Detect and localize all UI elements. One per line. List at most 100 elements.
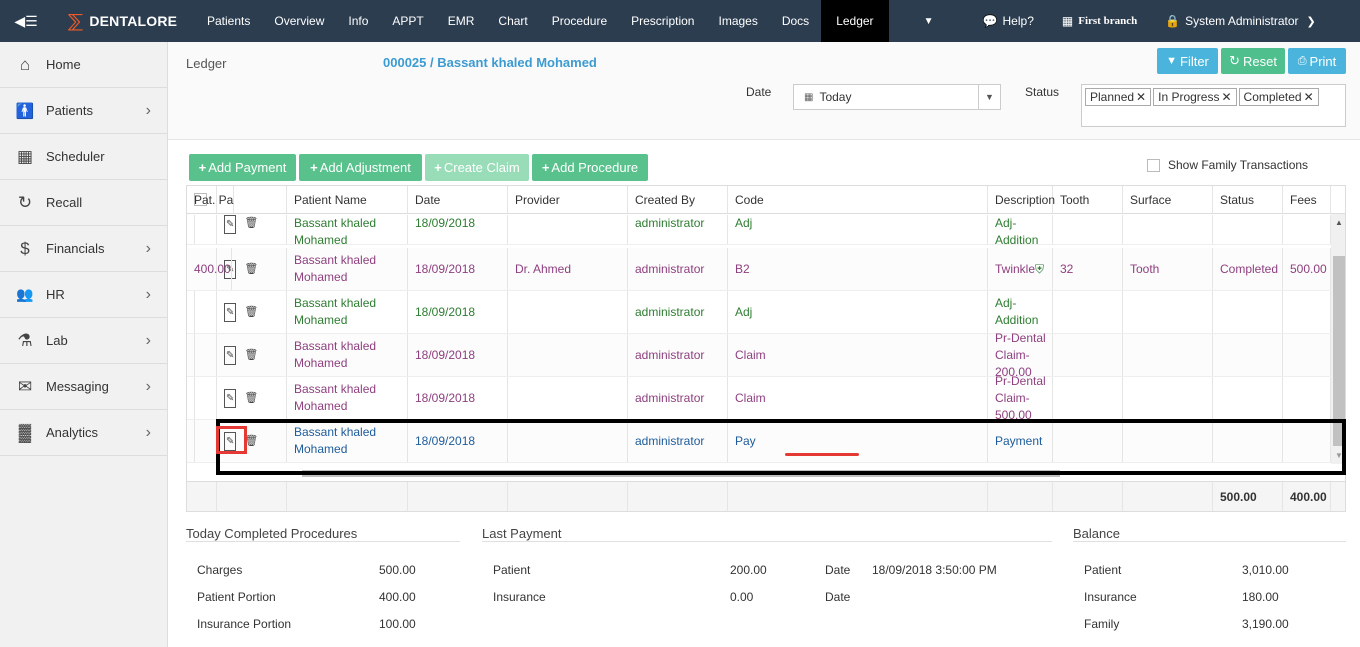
- scroll-down-icon[interactable]: ▼: [1335, 451, 1343, 460]
- description-value[interactable]: Payment: [995, 433, 1043, 448]
- column-header[interactable]: Surface: [1123, 186, 1213, 213]
- edit-icon[interactable]: ✎: [224, 215, 237, 234]
- sidebar-item-scheduler[interactable]: ▦ Scheduler: [0, 134, 167, 180]
- print-button[interactable]: ⎙ Print: [1288, 48, 1346, 74]
- patient-name-line2[interactable]: Mohamed: [294, 270, 348, 284]
- add-procedure-button[interactable]: + Add Procedure: [532, 154, 648, 181]
- date-select[interactable]: ▦ Today ▼: [793, 84, 1001, 110]
- patient-name-line1[interactable]: Bassant khaled: [294, 339, 377, 353]
- help-link[interactable]: 💬 Help?: [969, 0, 1048, 42]
- tab-info[interactable]: Info: [348, 14, 369, 28]
- status-chip-in-progress: In Progress ✕: [1153, 88, 1237, 106]
- menu-toggle-icon[interactable]: ◀☰: [14, 12, 38, 29]
- close-icon[interactable]: ✕: [1136, 90, 1147, 104]
- patient-name-line1[interactable]: Bassant khaled: [294, 216, 377, 230]
- column-header[interactable]: Date: [408, 186, 508, 213]
- column-header[interactable]: Status: [1213, 186, 1283, 213]
- patient-name-line2[interactable]: Mohamed: [294, 356, 348, 370]
- column-header[interactable]: Fees: [1283, 186, 1331, 213]
- tab-procedure[interactable]: Procedure: [551, 14, 608, 28]
- patient-name-line1[interactable]: Bassant khaled: [294, 382, 377, 396]
- patient-name-line1[interactable]: Bassant khaled: [294, 425, 377, 439]
- table-row[interactable]: ✎ 🗑 Bassant khaled Mohamed 18/09/2018 adminis…: [187, 420, 1331, 463]
- select-all-checkbox[interactable]: [194, 193, 207, 206]
- column-header[interactable]: Tooth: [1053, 186, 1123, 213]
- tab-images[interactable]: Images: [718, 14, 758, 28]
- sidebar-item-home[interactable]: ⌂ Home: [0, 42, 167, 88]
- close-icon[interactable]: ✕: [1303, 90, 1314, 104]
- edit-icon[interactable]: ✎: [224, 431, 237, 451]
- scroll-up-icon[interactable]: ▲: [1335, 218, 1343, 227]
- trash-icon[interactable]: 🗑: [244, 217, 259, 229]
- summary-label: Patient Portion: [197, 590, 276, 604]
- patient-link[interactable]: 000025 / Bassant khaled Mohamed: [383, 55, 597, 70]
- column-header[interactable]: Provider: [508, 186, 628, 213]
- row-spacer: [187, 377, 217, 419]
- tab-chart[interactable]: Chart: [498, 14, 528, 28]
- tab-patients[interactable]: Patients: [207, 14, 251, 28]
- table-row[interactable]: ✎ 🗑 Bassant khaled Mohamed 18/09/2018 Dr. Ahm…: [187, 248, 1331, 291]
- description-value[interactable]: Twinkle: [995, 261, 1036, 276]
- column-header[interactable]: Patient Name: [287, 186, 408, 213]
- status-multiselect[interactable]: Planned ✕ In Progress ✕ Completed ✕: [1081, 84, 1346, 127]
- show-family-toggle[interactable]: Show Family Transactions: [1147, 158, 1308, 172]
- add-payment-button[interactable]: + Add Payment: [189, 154, 296, 181]
- trash-icon[interactable]: 🗑: [244, 305, 259, 318]
- description-value[interactable]: Pr-Dental Claim-500.00: [995, 373, 1046, 422]
- family-checkbox[interactable]: [1147, 158, 1160, 172]
- close-icon[interactable]: ✕: [1221, 90, 1232, 104]
- chevron-down-icon[interactable]: ▼: [978, 85, 1000, 109]
- column-header[interactable]: Code: [728, 186, 988, 213]
- edit-icon[interactable]: ✎: [224, 388, 237, 408]
- patient-name-line1[interactable]: Bassant khaled: [294, 296, 377, 310]
- description-value[interactable]: Pr-Dental Claim-200.00: [995, 330, 1046, 379]
- more-tabs-caret-icon[interactable]: ▼: [923, 15, 934, 27]
- trash-icon[interactable]: 🗑: [244, 434, 259, 447]
- patient-name-line2[interactable]: Mohamed: [294, 399, 348, 413]
- sidebar-item-recall[interactable]: ↻ Recall: [0, 180, 167, 226]
- description-value[interactable]: Adj-Addition: [995, 296, 1039, 327]
- brand-logo[interactable]: ⅀ DENTALORE: [52, 0, 195, 42]
- table-row[interactable]: ✎ 🗑 Bassant khaled Mohamed 18/09/2018 adminis…: [187, 331, 1331, 379]
- column-header[interactable]: Created By: [628, 186, 728, 213]
- patient-name-line1[interactable]: Bassant khaled: [294, 253, 377, 267]
- trash-icon[interactable]: 🗑: [244, 391, 259, 404]
- table-row[interactable]: ✎ 🗑 Bassant khaled Mohamed 18/09/2018 adminis…: [187, 215, 1331, 247]
- tab-ledger[interactable]: Ledger: [821, 0, 889, 42]
- trash-icon[interactable]: 🗑: [244, 348, 259, 361]
- edit-icon[interactable]: ✎: [224, 345, 237, 365]
- column-header[interactable]: Pat. Pa: [187, 186, 235, 213]
- branch-selector[interactable]: ▦ First branch: [1048, 0, 1151, 42]
- sidebar-item-analytics[interactable]: ▓ Analytics ›: [0, 410, 167, 456]
- tab-emr[interactable]: EMR: [447, 14, 475, 28]
- sidebar-item-financials[interactable]: $ Financials ›: [0, 226, 167, 272]
- table-row[interactable]: ✎ 🗑 Bassant khaled Mohamed 18/09/2018 adminis…: [187, 291, 1331, 334]
- sidebar-item-hr[interactable]: 👥 HR ›: [0, 272, 167, 318]
- vertical-scrollbar[interactable]: ▲ ▼: [1331, 214, 1345, 464]
- sidebar-item-messaging[interactable]: ✉ Messaging ›: [0, 364, 167, 410]
- sidebar-item-patients[interactable]: 🚹 Patients ›: [0, 88, 167, 134]
- sidebar-item-lab[interactable]: ⚗ Lab ›: [0, 318, 167, 364]
- scroll-thumb[interactable]: [1333, 256, 1345, 446]
- edit-icon[interactable]: ✎: [224, 259, 237, 279]
- add-adjustment-button[interactable]: + Add Adjustment: [299, 154, 422, 181]
- trash-icon[interactable]: 🗑: [244, 262, 259, 275]
- reset-button[interactable]: ↻ Reset: [1221, 48, 1285, 74]
- hscroll-thumb[interactable]: [302, 470, 1060, 477]
- filter-button[interactable]: ▼ Filter: [1157, 48, 1218, 74]
- patient-name-line2[interactable]: Mohamed: [294, 442, 348, 456]
- edit-icon[interactable]: ✎: [224, 302, 237, 322]
- column-header[interactable]: Description: [988, 186, 1055, 213]
- tab-overview[interactable]: Overview: [274, 14, 325, 28]
- table-row[interactable]: ✎ 🗑 Bassant khaled Mohamed 18/09/2018 adminis…: [187, 374, 1331, 422]
- status-chip-completed: Completed ✕: [1238, 88, 1319, 106]
- patient-name-line2[interactable]: Mohamed: [294, 233, 348, 247]
- tab-docs[interactable]: Docs: [781, 14, 810, 28]
- tab-appt[interactable]: APPT: [392, 14, 424, 28]
- create-claim-button[interactable]: + Create Claim: [425, 154, 529, 181]
- tab-prescription[interactable]: Prescription: [631, 14, 695, 28]
- patient-name-line2[interactable]: Mohamed: [294, 313, 348, 327]
- horizontal-scrollbar[interactable]: [302, 468, 1332, 478]
- description-value[interactable]: Adj-Addition: [995, 216, 1039, 247]
- user-menu[interactable]: 🔒 System Administrator ❯: [1151, 0, 1330, 42]
